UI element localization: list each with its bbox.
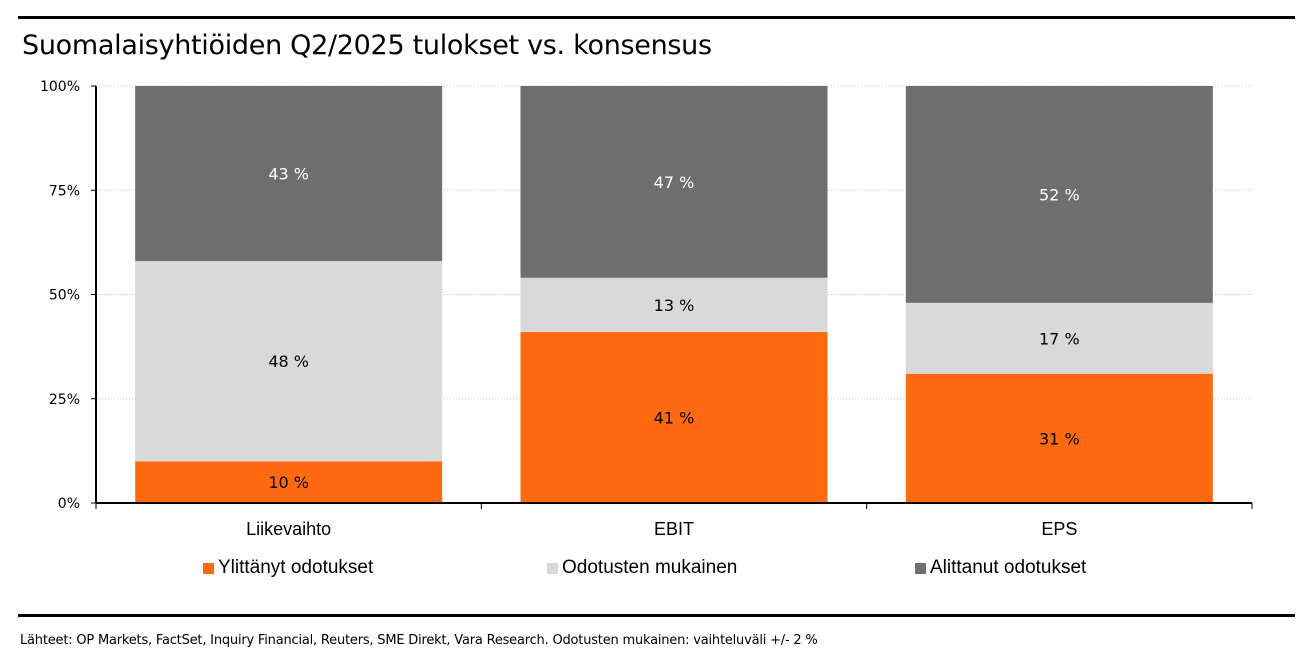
bottom-rule [18, 614, 1295, 617]
stacked-bar-chart: 0% 25% 50% 75% 100% Liikevaihto EBIT EPS 10 % 48… [40, 79, 1253, 539]
data-labels: 10 % 48 % 43 % 41 % 13 % 47 % 31 % 17 % 52 % [268, 165, 1079, 493]
bar-segment [905, 86, 1213, 303]
legend-swatch [547, 562, 558, 574]
axes: 0% 25% 50% 75% 100% Liikevaihto EBIT EPS [40, 79, 1253, 539]
legend-label: Alittanut odotukset [930, 557, 1087, 578]
category-label: EBIT [654, 519, 694, 539]
bar-segment [520, 86, 828, 278]
bar-segments [135, 86, 1213, 503]
data-label: 47 % [654, 173, 695, 192]
legend-swatch [915, 562, 926, 574]
chart-title: Suomalaisyhtiöiden Q2/2025 tulokset vs. … [22, 30, 712, 61]
legend-swatch [203, 562, 214, 574]
source-note: Lähteet: OP Markets, FactSet, Inquiry Fi… [20, 633, 818, 648]
data-label: 31 % [1039, 429, 1080, 448]
bar-segment [905, 302, 1213, 374]
data-label: 13 % [654, 296, 695, 315]
category-label: Liikevaihto [246, 519, 331, 539]
legend-label: Ylittänyt odotukset [218, 557, 374, 578]
y-tick-label: 25% [49, 392, 80, 408]
legend-item: Ylittänyt odotukset [203, 556, 373, 580]
bar-segment [520, 277, 828, 333]
bar-segment [520, 332, 828, 503]
legend-item: Alittanut odotukset [915, 556, 1086, 580]
bar-segment [135, 261, 443, 462]
bar-segment [135, 86, 443, 262]
data-label: 41 % [654, 409, 695, 428]
data-label: 10 % [268, 473, 309, 492]
y-tick-label: 0% [58, 496, 80, 512]
data-label: 17 % [1039, 329, 1080, 348]
bar-segment [135, 461, 443, 503]
legend-item: Odotusten mukainen [547, 556, 737, 580]
data-label: 48 % [268, 352, 309, 371]
legend: Ylittänyt odotukset Odotusten mukainen Ali… [0, 556, 1310, 582]
y-tick-label: 50% [49, 288, 80, 304]
legend-label: Odotusten mukainen [562, 557, 738, 578]
bar-segment [905, 373, 1213, 503]
data-label: 43 % [268, 165, 309, 184]
y-tick-label: 100% [40, 79, 80, 95]
category-label: EPS [1041, 519, 1077, 539]
data-label: 52 % [1039, 185, 1080, 204]
y-tick-label: 75% [49, 183, 80, 199]
top-rule [18, 16, 1295, 19]
